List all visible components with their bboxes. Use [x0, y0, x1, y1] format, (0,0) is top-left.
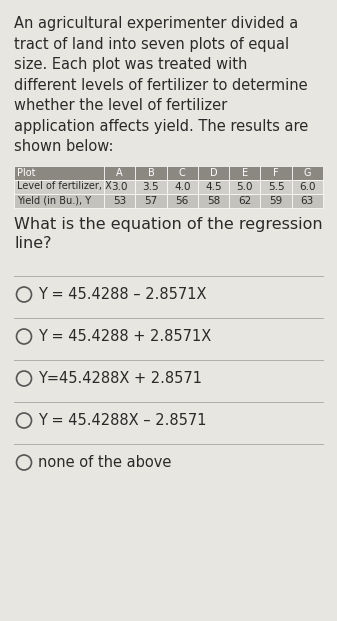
Text: An agricultural experimenter divided a: An agricultural experimenter divided a — [14, 16, 298, 31]
Text: tract of land into seven plots of equal: tract of land into seven plots of equal — [14, 37, 289, 52]
Text: shown below:: shown below: — [14, 139, 114, 154]
Text: whether the level of fertilizer: whether the level of fertilizer — [14, 98, 227, 113]
Text: 53: 53 — [113, 196, 126, 206]
Text: C: C — [179, 168, 186, 178]
Text: 5.5: 5.5 — [268, 181, 284, 191]
Bar — [292, 194, 323, 207]
Text: 5.0: 5.0 — [237, 181, 253, 191]
Text: Yield (in Bu.), Y: Yield (in Bu.), Y — [17, 196, 91, 206]
Text: 56: 56 — [176, 196, 189, 206]
Bar — [198, 194, 229, 207]
Text: 63: 63 — [301, 196, 314, 206]
Text: Plot: Plot — [17, 168, 35, 178]
Text: Y = 45.4288 – 2.8571X: Y = 45.4288 – 2.8571X — [38, 287, 207, 302]
Text: F: F — [273, 168, 279, 178]
Text: 4.0: 4.0 — [174, 181, 190, 191]
Bar — [261, 179, 292, 194]
Text: A: A — [116, 168, 123, 178]
Text: B: B — [148, 168, 154, 178]
Bar — [292, 166, 323, 179]
Bar — [14, 166, 104, 179]
Bar — [104, 166, 135, 179]
Text: 6.0: 6.0 — [299, 181, 316, 191]
Bar — [198, 166, 229, 179]
Bar — [261, 166, 292, 179]
Bar — [166, 179, 198, 194]
Text: 3.5: 3.5 — [143, 181, 159, 191]
Bar — [166, 166, 198, 179]
Text: 58: 58 — [207, 196, 220, 206]
Bar — [229, 179, 261, 194]
Text: G: G — [304, 168, 311, 178]
Bar — [261, 194, 292, 207]
Text: application affects yield. The results are: application affects yield. The results a… — [14, 119, 308, 134]
Bar — [166, 194, 198, 207]
Text: none of the above: none of the above — [38, 455, 172, 470]
Text: different levels of fertilizer to determine: different levels of fertilizer to determ… — [14, 78, 308, 93]
Bar — [135, 194, 166, 207]
Text: Level of fertilizer, X: Level of fertilizer, X — [17, 181, 112, 191]
Text: 59: 59 — [270, 196, 283, 206]
Bar — [229, 194, 261, 207]
Text: Y = 45.4288 + 2.8571X: Y = 45.4288 + 2.8571X — [38, 329, 211, 344]
Bar — [198, 179, 229, 194]
Bar — [135, 179, 166, 194]
Bar — [229, 166, 261, 179]
Text: 3.0: 3.0 — [112, 181, 128, 191]
Bar — [104, 179, 135, 194]
Text: 4.5: 4.5 — [205, 181, 222, 191]
Bar — [292, 179, 323, 194]
Bar — [104, 194, 135, 207]
Bar — [14, 179, 104, 194]
Text: D: D — [210, 168, 217, 178]
Text: Y=45.4288X + 2.8571: Y=45.4288X + 2.8571 — [38, 371, 202, 386]
Text: 62: 62 — [238, 196, 251, 206]
Text: 57: 57 — [144, 196, 158, 206]
Bar — [135, 166, 166, 179]
Text: size. Each plot was treated with: size. Each plot was treated with — [14, 57, 247, 72]
Text: line?: line? — [14, 237, 52, 252]
Text: What is the equation of the regression: What is the equation of the regression — [14, 217, 323, 232]
Text: Y = 45.4288X – 2.8571: Y = 45.4288X – 2.8571 — [38, 413, 207, 428]
Bar — [14, 194, 104, 207]
Text: E: E — [242, 168, 248, 178]
